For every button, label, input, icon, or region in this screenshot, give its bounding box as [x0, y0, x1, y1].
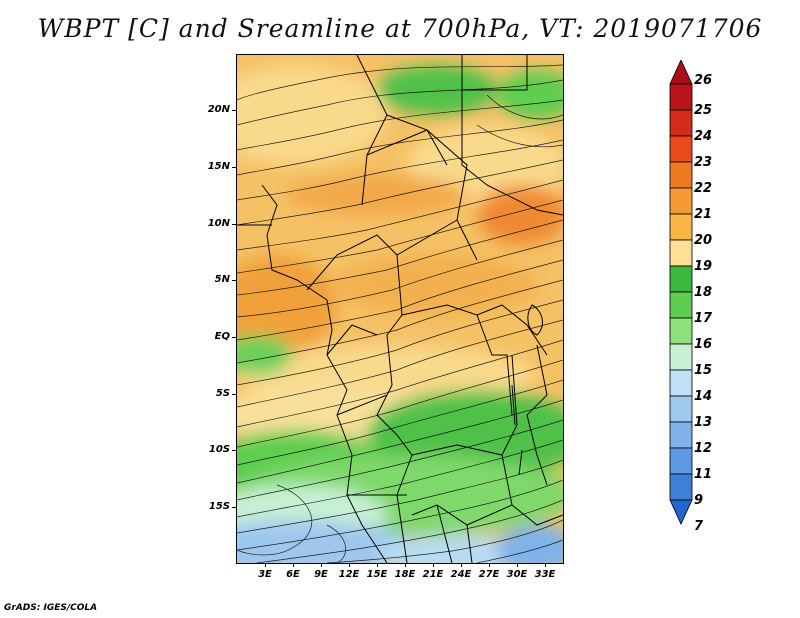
colorbar-label: 13 — [694, 415, 713, 430]
colorbar-label: 26 — [694, 73, 713, 88]
lon-tick — [293, 563, 294, 567]
lon-label: 6E — [286, 569, 300, 580]
lat-label: EQ — [214, 331, 230, 342]
lon-label: 15E — [366, 569, 388, 580]
colorbar-label: 9 — [694, 493, 704, 508]
lat-tick — [232, 224, 236, 225]
lon-label: 3E — [258, 569, 272, 580]
lon-tick — [265, 563, 266, 567]
lon-tick — [461, 563, 462, 567]
colorbar-swatch — [669, 187, 693, 215]
colorbar-swatch — [669, 83, 693, 111]
lat-tick — [232, 450, 236, 451]
colorbar-swatches — [669, 60, 693, 525]
streamlines — [237, 64, 563, 563]
lat-label: 15S — [208, 501, 230, 512]
colorbar-swatch — [669, 135, 693, 163]
colorbar-swatch — [669, 291, 693, 319]
colorbar-swatch — [669, 213, 693, 241]
colorbar-label: 19 — [694, 259, 713, 274]
lat-label: 15N — [207, 161, 230, 172]
colorbar-label: 16 — [694, 337, 713, 352]
colorbar-label: 20 — [694, 233, 713, 248]
lat-label: 10N — [207, 218, 230, 229]
colorbar-swatch — [669, 161, 693, 189]
colorbar-swatch — [669, 239, 693, 267]
colorbar — [669, 60, 693, 525]
field-map — [237, 55, 563, 563]
lon-label: 12E — [338, 569, 360, 580]
colorbar-swatch — [669, 499, 693, 525]
lon-label: 27E — [478, 569, 500, 580]
lat-label: 10S — [208, 444, 230, 455]
lon-tick — [433, 563, 434, 567]
colorbar-swatch — [669, 343, 693, 371]
lat-label: 5N — [214, 274, 230, 285]
colorbar-label: 7 — [694, 519, 704, 534]
lat-tick — [232, 507, 236, 508]
lat-tick — [232, 394, 236, 395]
lon-label: 18E — [394, 569, 416, 580]
lat-label: 5S — [215, 388, 230, 399]
lon-tick — [377, 563, 378, 567]
lon-label: 30E — [506, 569, 528, 580]
colorbar-label: 21 — [694, 207, 713, 222]
lon-tick — [545, 563, 546, 567]
colorbar-label: 25 — [694, 103, 713, 118]
lon-label: 33E — [534, 569, 556, 580]
lon-tick — [489, 563, 490, 567]
colorbar-swatch — [669, 265, 693, 293]
footer-credit: GrADS: IGES/COLA — [4, 603, 98, 613]
colorbar-swatch — [669, 421, 693, 449]
colorbar-label: 15 — [694, 363, 713, 378]
colorbar-swatch — [669, 395, 693, 423]
colorbar-swatch — [669, 369, 693, 397]
colorbar-label: 17 — [694, 311, 713, 326]
map-panel — [236, 54, 564, 564]
lon-label: 9E — [314, 569, 328, 580]
lat-tick — [232, 337, 236, 338]
colorbar-swatch — [669, 447, 693, 475]
lon-tick — [405, 563, 406, 567]
colorbar-label: 23 — [694, 155, 713, 170]
colorbar-swatch — [669, 317, 693, 345]
lon-tick — [321, 563, 322, 567]
lon-label: 24E — [450, 569, 472, 580]
colorbar-label: 14 — [694, 389, 713, 404]
wbpt-shading — [237, 65, 563, 563]
colorbar-label: 18 — [694, 285, 713, 300]
lat-tick — [232, 167, 236, 168]
lat-tick — [232, 280, 236, 281]
lon-tick — [517, 563, 518, 567]
lat-tick — [232, 110, 236, 111]
colorbar-swatch — [669, 473, 693, 501]
lakes — [511, 304, 543, 476]
chart-title: WBPT [C] and Sreamline at 700hPa, VT: 20… — [37, 14, 763, 43]
colorbar-label: 12 — [694, 441, 713, 456]
lat-label: 20N — [207, 104, 230, 115]
colorbar-label: 11 — [694, 467, 713, 482]
colorbar-label: 22 — [694, 181, 713, 196]
lon-tick — [349, 563, 350, 567]
lon-label: 21E — [422, 569, 444, 580]
colorbar-label: 24 — [694, 129, 713, 144]
colorbar-swatch — [669, 109, 693, 137]
colorbar-swatch — [669, 60, 693, 85]
